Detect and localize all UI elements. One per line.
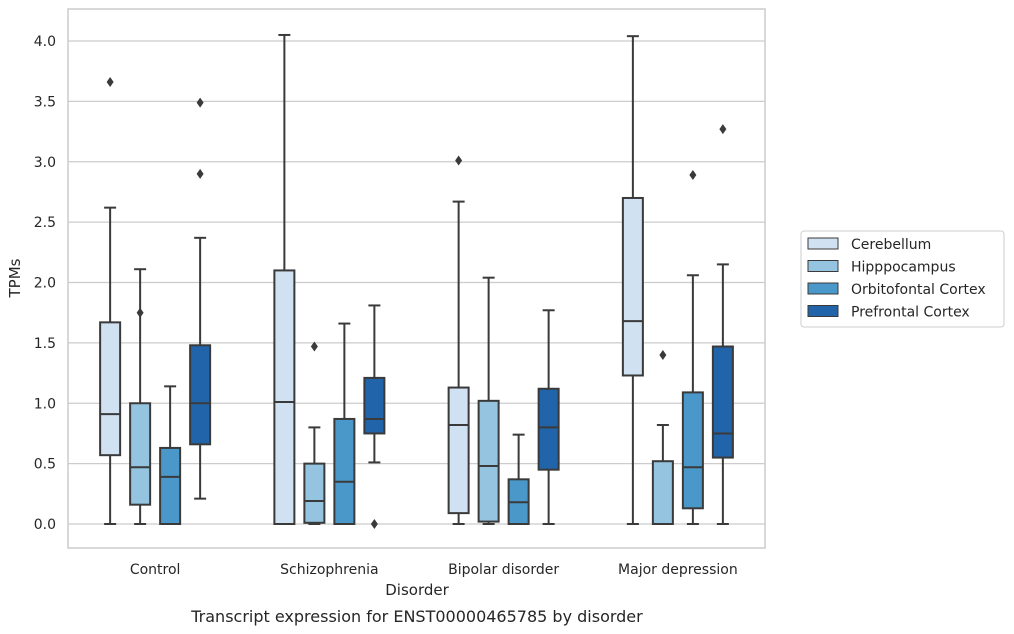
legend-label: Hipppocampus xyxy=(851,260,956,276)
box-orbitofontal-cortex xyxy=(159,385,182,525)
y-axis-label: TPMs xyxy=(6,258,24,298)
boxes-layer xyxy=(99,33,734,529)
box-prefrontal-cortex xyxy=(189,97,212,500)
outlier-point xyxy=(689,170,697,181)
outlier-point xyxy=(136,307,144,318)
x-tick-label: Schizophrenia xyxy=(280,562,378,578)
box-iqr xyxy=(363,376,386,435)
legend-label: Cerebellum xyxy=(851,237,931,253)
box-orbitofontal-cortex xyxy=(333,322,356,526)
x-tick-label: Major depression xyxy=(618,562,738,578)
outlier-point xyxy=(455,155,463,166)
legend-swatch xyxy=(807,260,839,272)
outlier-point xyxy=(196,97,204,108)
box-iqr xyxy=(189,344,212,446)
y-tick-label: 1.5 xyxy=(34,336,56,352)
box-iqr xyxy=(477,399,500,523)
y-grid xyxy=(68,40,765,525)
outlier-point xyxy=(106,77,114,88)
outlier-point xyxy=(370,519,378,529)
legend-swatch xyxy=(807,305,839,317)
box-iqr xyxy=(99,321,122,457)
y-tick-label: 4.0 xyxy=(34,34,56,50)
outlier-point xyxy=(196,168,204,179)
box-prefrontal-cortex xyxy=(711,124,734,525)
box-iqr xyxy=(303,462,326,524)
box-cerebellum xyxy=(621,35,644,525)
box-prefrontal-cortex xyxy=(363,304,386,529)
box-iqr xyxy=(537,387,560,471)
y-tick-label: 0.5 xyxy=(34,457,56,473)
outlier-point xyxy=(719,124,727,135)
y-tick-label: 2.0 xyxy=(34,276,56,292)
box-orbitofontal-cortex xyxy=(681,170,704,525)
legend: Cerebellum Hipppocampus Orbitofontal Corte… xyxy=(800,230,1005,328)
legend-swatch xyxy=(807,282,839,295)
box-iqr xyxy=(333,417,356,526)
box-iqr xyxy=(447,386,470,515)
box-iqr xyxy=(651,460,674,525)
box-iqr xyxy=(621,196,644,377)
outlier-point xyxy=(310,341,318,352)
box-hipppocampus xyxy=(477,276,500,525)
box-iqr xyxy=(129,402,152,506)
figure-caption: Transcript expression for ENST0000046578… xyxy=(190,607,643,626)
y-tick-labels: 0.0 0.5 1.0 1.5 2.0 2.5 3.0 3.5 4.0 xyxy=(34,34,56,533)
legend-swatch xyxy=(807,237,839,250)
x-tick-label: Control xyxy=(130,562,181,578)
box-iqr xyxy=(711,345,734,459)
box-orbitofontal-cortex xyxy=(507,433,530,526)
box-iqr xyxy=(159,446,182,525)
box-iqr xyxy=(681,391,704,510)
box-cerebellum xyxy=(447,155,470,525)
plot-frame xyxy=(67,8,766,549)
box-iqr xyxy=(273,269,296,525)
y-tick-label: 1.0 xyxy=(34,396,56,412)
box-hipppocampus xyxy=(303,341,326,525)
y-tick-label: 3.5 xyxy=(34,94,56,110)
x-axis-label: Disorder xyxy=(385,581,449,599)
legend-frame xyxy=(800,230,1005,328)
legend-label: Prefrontal Cortex xyxy=(851,305,970,321)
box-cerebellum xyxy=(273,33,296,525)
x-tick-labels: Control Schizophrenia Bipolar disorder Majo… xyxy=(130,562,738,578)
box-cerebellum xyxy=(99,77,122,525)
x-tick-label: Bipolar disorder xyxy=(448,562,559,578)
outlier-point xyxy=(659,349,667,360)
box-hipppocampus xyxy=(129,268,152,525)
plot-background xyxy=(68,9,765,548)
box-prefrontal-cortex xyxy=(537,309,560,525)
legend-label: Orbitofontal Cortex xyxy=(851,282,986,298)
y-tick-label: 3.0 xyxy=(34,155,56,171)
box-hipppocampus xyxy=(651,349,674,525)
y-tick-label: 2.5 xyxy=(34,215,56,231)
y-tick-label: 0.0 xyxy=(34,517,56,533)
